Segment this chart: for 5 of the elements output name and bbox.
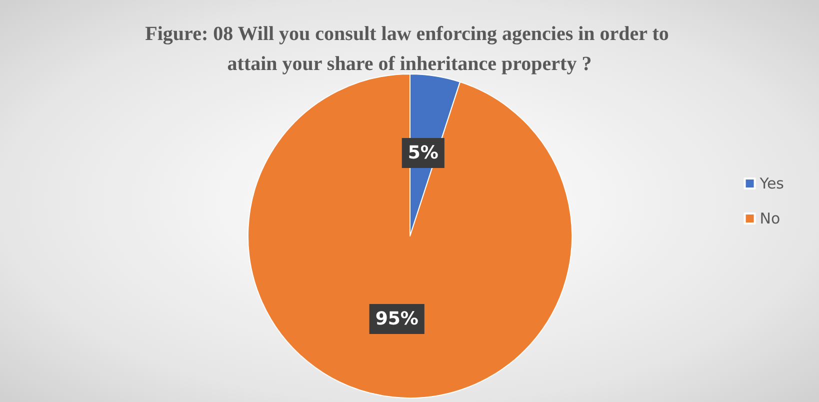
data-label: 5% [408,142,438,164]
legend-label: No [760,210,780,228]
chart-title: Figure: 08 Will you consult law enforcing agencies in order to attain your share of inheritance property ? [145,23,674,75]
legend-label: Yes [758,174,784,192]
data-label: 95% [375,308,418,330]
